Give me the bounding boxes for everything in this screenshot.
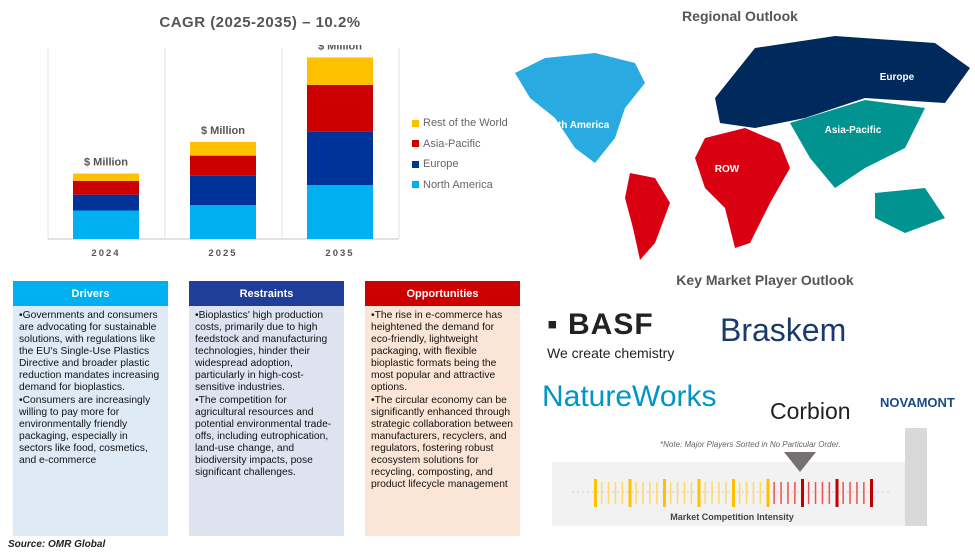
legend-item: North America: [412, 175, 508, 196]
drivers-header: Drivers: [13, 281, 168, 306]
bar-segment-asia-pacific-2024: [73, 180, 139, 195]
intensity-tick: [801, 479, 804, 507]
intensity-tick: [669, 482, 672, 504]
intensity-tick: [621, 482, 624, 504]
regional-title: Regional Outlook: [682, 8, 798, 24]
intensity-tick: [711, 482, 713, 504]
bar-segment-north-america-2025: [190, 205, 256, 239]
opportunities-header: Opportunities: [365, 281, 520, 306]
intensity-tick: [814, 482, 817, 504]
bar-segment-europe-2024: [73, 194, 139, 211]
legend-item: Asia-Pacific: [412, 134, 508, 155]
intensity-tick: [738, 482, 741, 504]
world-map: North America Europe Asia-Pacific ROW: [515, 36, 970, 260]
opportunities-item: •The rise in e-commerce has heightened t…: [371, 310, 503, 393]
intensity-tick: [649, 482, 651, 504]
restraints-item: •The competition for agricultural resour…: [195, 395, 332, 478]
intensity-pointer: [784, 452, 816, 472]
map-label-north-america: North America: [541, 120, 610, 131]
intensity-tick: [600, 482, 603, 504]
bar-segment-north-america-2024: [73, 210, 139, 239]
intensity-tick: [594, 479, 597, 507]
intensity-tick: [697, 479, 701, 507]
intensity-tick: [752, 482, 755, 504]
bar-segment-asia-pacific-2025: [190, 155, 256, 176]
restraints-header: Restraints: [189, 281, 344, 306]
legend-item: Europe: [412, 154, 508, 175]
intensity-tick: [642, 482, 644, 504]
players-note: *Note: Major Players Sorted in No Partic…: [660, 440, 841, 449]
restraints-box: Restraints •Bioplastics' high production …: [189, 281, 344, 536]
bar-label: $ Million: [201, 125, 245, 137]
intensity-tick: [704, 482, 706, 504]
chart-legend: Rest of the World Asia-Pacific Europe North…: [412, 113, 508, 195]
bar-segment-rest-of-the-world-2035: [307, 57, 373, 85]
bar-segment-europe-2025: [190, 175, 256, 206]
legend-item: Rest of the World: [412, 113, 508, 134]
intensity-tick: [759, 482, 762, 504]
basf-tagline: We create chemistry: [547, 345, 675, 361]
players-title: Key Market Player Outlook: [676, 272, 854, 288]
bar-label: $ Million: [318, 45, 362, 52]
intensity-tick: [842, 482, 844, 504]
intensity-tick: [690, 482, 693, 504]
intensity-tick: [718, 482, 720, 504]
novamont-logo: NOVAMONT: [880, 395, 955, 410]
intensity-tick: [683, 482, 686, 504]
intensity-tick: [787, 482, 789, 504]
bar-segment-rest-of-the-world-2025: [190, 141, 256, 156]
intensity-label: Market Competition Intensity: [670, 512, 794, 522]
x-tick-label: 2024: [91, 248, 120, 259]
intensity-tick: [607, 482, 610, 504]
x-tick-label: 2025: [208, 248, 237, 259]
stacked-bar-chart: $ Million 2024 $ Million 2025 $ Million 2035: [47, 45, 400, 259]
gauge-end: [905, 428, 927, 526]
map-label-asia-pacific: Asia-Pacific: [825, 125, 882, 136]
restraints-item: •Bioplastics' high production costs, pri…: [195, 310, 328, 393]
natureworks-logo: NatureWorks: [542, 380, 717, 413]
intensity-tick: [766, 479, 770, 507]
intensity-tick: [656, 482, 658, 504]
intensity-tick: [821, 482, 824, 504]
corbion-logo: Corbion: [770, 398, 851, 424]
opportunities-box: Opportunities •The rise in e-commerce has…: [365, 281, 520, 536]
intensity-tick: [676, 482, 679, 504]
x-tick-label: 2035: [325, 248, 354, 259]
bar-segment-north-america-2035: [307, 185, 373, 239]
intensity-tick: [835, 479, 839, 507]
intensity-tick: [849, 482, 851, 504]
chart-title: CAGR (2025-2035) – 10.2%: [159, 14, 361, 31]
basf-logo: ▪ BASF: [547, 308, 654, 341]
intensity-tick: [773, 482, 775, 504]
drivers-box: Drivers •Governments and consumers are ad…: [13, 281, 168, 536]
bar-segment-europe-2035: [307, 131, 373, 186]
intensity-tick: [828, 482, 831, 504]
intensity-gauge: [552, 462, 912, 526]
intensity-tick: [635, 482, 637, 504]
drivers-item: •Consumers are increasingly willing to p…: [19, 395, 151, 466]
intensity-tick: [856, 482, 858, 504]
intensity-tick: [780, 482, 782, 504]
intensity-tick: [725, 482, 727, 504]
braskem-logo: Braskem: [720, 312, 847, 348]
map-label-europe: Europe: [880, 72, 915, 83]
intensity-tick: [614, 482, 617, 504]
bar-label: $ Million: [84, 157, 128, 169]
intensity-tick: [745, 482, 748, 504]
map-label-row: ROW: [715, 164, 740, 175]
intensity-tick: [663, 479, 666, 507]
intensity-tick: [807, 482, 810, 504]
drivers-item: •Governments and consumers are advocatin…: [19, 310, 160, 393]
bar-segment-asia-pacific-2035: [307, 84, 373, 132]
intensity-tick: [870, 479, 873, 507]
opportunities-item: •The circular economy can be significant…: [371, 395, 513, 490]
intensity-tick: [628, 479, 632, 507]
intensity-tick: [863, 482, 865, 504]
source-note: Source: OMR Global: [8, 539, 106, 550]
bar-segment-rest-of-the-world-2024: [73, 173, 139, 181]
intensity-tick: [732, 479, 735, 507]
intensity-tick: [794, 482, 796, 504]
